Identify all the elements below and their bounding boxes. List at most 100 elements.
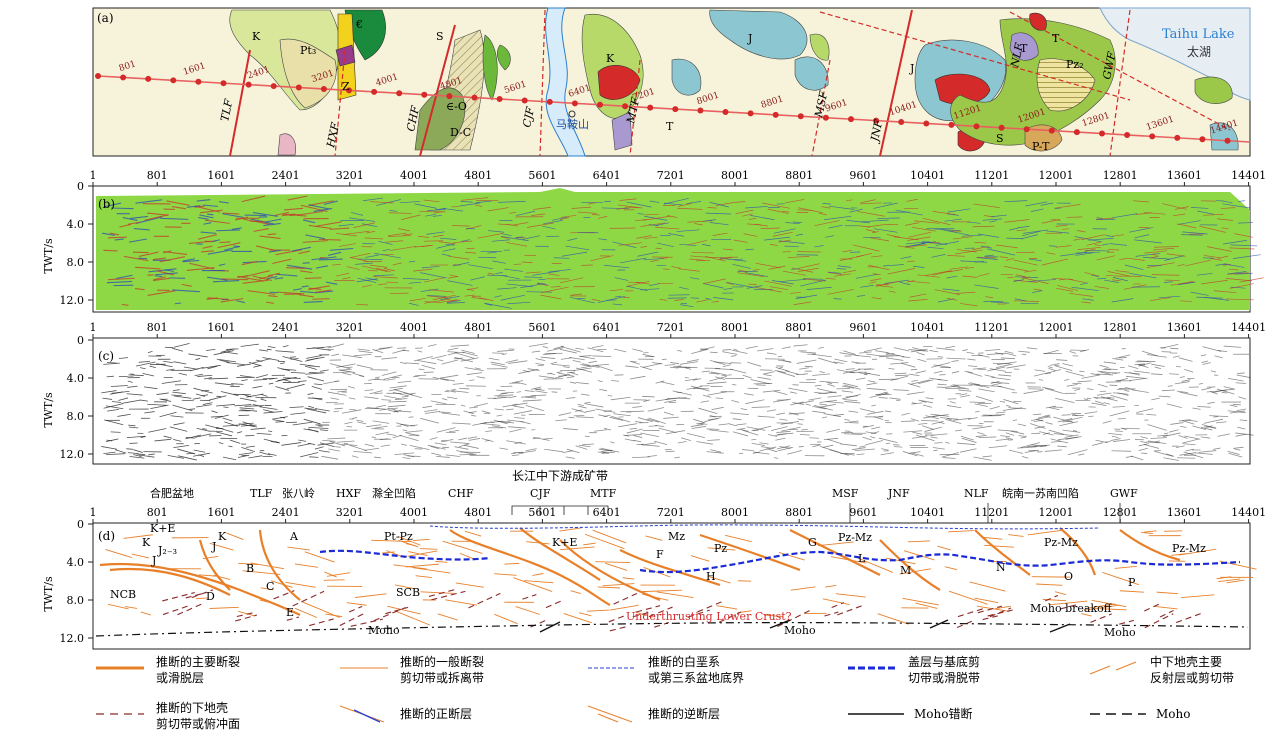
twt-tick-label: 0	[77, 334, 84, 347]
station-dot	[446, 93, 453, 100]
cdp-tick-label: 8001	[721, 321, 749, 334]
cdp-tick-label: 9601	[849, 506, 877, 519]
station-dot	[948, 121, 955, 128]
section-inner-label: Pt-Pz	[384, 530, 413, 543]
river	[545, 7, 586, 157]
cdp-tick-label: 8801	[785, 169, 813, 182]
section-inner-label: Moho	[368, 624, 400, 637]
legend-text: 切带或滑脱带	[908, 670, 980, 685]
map-unit-label: Pt₃	[300, 44, 316, 57]
panel-label-b: (b)	[98, 197, 115, 211]
map-unit-label: J	[909, 62, 914, 75]
section-inner-label: K	[218, 530, 227, 543]
unit-j-blue	[709, 9, 808, 60]
station-dot	[1099, 130, 1105, 137]
unit-j-blue-3	[794, 56, 829, 91]
cdp-tick-label: 12001	[1039, 169, 1074, 182]
cdp-tick-label: 2401	[272, 321, 300, 334]
cdp-tick-label: 3201	[336, 506, 364, 519]
section-inner-label: Moho	[784, 624, 816, 637]
station-dot	[647, 104, 654, 111]
cdp-tick-label: 1	[90, 321, 97, 334]
map-unit-labels: K Pt₃ € Z S ∈-O D-C K T J J T Pz₂ P-T S T	[252, 18, 1084, 153]
cdp-tick-label: 7201	[657, 321, 685, 334]
station-dot	[170, 77, 177, 84]
unit-granite-1	[597, 65, 641, 100]
legend-text: Moho错断	[914, 706, 972, 721]
station-dot	[396, 90, 403, 97]
station-dot	[1224, 137, 1231, 144]
cdp-tick-label: 8801	[785, 321, 813, 334]
station-dot	[120, 74, 127, 81]
cdp-tick-label: 8001	[721, 506, 749, 519]
legend-text: 或第三系盆地底界	[648, 670, 744, 685]
cdp-tick-label: 7201	[657, 506, 685, 519]
legend-item-thrust-fault: 推断的逆断层	[587, 705, 720, 723]
lake-name-cn: 太湖	[1187, 44, 1211, 59]
section-inner-label: C	[266, 580, 274, 593]
seismic-line-stations	[95, 73, 1231, 144]
cdp-tick-label: 14401	[1231, 321, 1266, 334]
map-unit-label: T	[1052, 32, 1060, 45]
cdp-tick-label: 6401	[593, 169, 621, 182]
section-top-label: NLF	[964, 487, 989, 500]
section-inner-label: O	[1064, 570, 1073, 583]
legend-text: 推断的下地壳	[156, 700, 228, 715]
cdp-tick-label: 2401	[272, 506, 300, 519]
cdp-tick-label: 12001	[1039, 506, 1074, 519]
station-dot	[1048, 127, 1055, 134]
cdp-tick-label: 1601	[207, 321, 235, 334]
map-fault-label: CHF	[404, 104, 422, 132]
map-fault-label: MSF	[812, 90, 830, 120]
cdp-tick-label: 13601	[1167, 321, 1202, 334]
station-dot	[1149, 133, 1156, 140]
station-dot	[772, 111, 779, 118]
cdp-tick-label: 5601	[528, 506, 556, 519]
section-inner-label: Pz-Mz	[838, 531, 872, 544]
section-inner-label: Mz	[668, 530, 685, 543]
legend-text: 中下地壳主要	[1150, 654, 1222, 669]
cdp-tick-label: 11201	[974, 321, 1009, 334]
map-unit-label: Pz₂	[1066, 58, 1084, 71]
unit-pink	[277, 133, 296, 156]
twt-tick-label: 8.0	[67, 256, 85, 269]
cdp-tick-label: 2401	[272, 169, 300, 182]
unit-blue-east	[1209, 122, 1239, 151]
cdp-tick-label: 4801	[464, 169, 492, 182]
station-dot	[722, 108, 729, 115]
station-dot	[496, 96, 503, 103]
section-inner-label: Pz-Mz	[1172, 542, 1206, 555]
map-unit-label: S	[996, 132, 1004, 145]
section-inner-label: G	[808, 536, 817, 549]
unit-green-2	[496, 44, 511, 71]
station-dot	[320, 85, 327, 92]
unit-t-purple	[611, 111, 633, 151]
section-top-label: JNF	[887, 487, 910, 500]
map-unit-label: K	[606, 52, 615, 65]
map-unit-label: J	[747, 32, 752, 45]
map-fault-labels: TLF HXF CHF CJF MTF MSF JNF NLF GWF	[218, 42, 1119, 150]
section-inner-label: A	[289, 530, 299, 543]
section-inner-label: M	[900, 564, 911, 577]
section-inner-label: F	[656, 548, 664, 561]
cdp-tick-label: 7201	[657, 169, 685, 182]
twt-tick-label: 0	[77, 180, 84, 193]
station-dot	[195, 78, 202, 85]
cdp-tick-label: 9601	[849, 321, 877, 334]
station-dot	[597, 101, 603, 108]
twt-axis-c: TWT/s 0 4.0 8.0 12.0	[42, 334, 93, 461]
section-inner-label: Pz	[714, 542, 727, 555]
map-unit-label: T	[666, 120, 674, 133]
section-inner-label: J	[211, 540, 216, 553]
station-dot	[848, 116, 854, 123]
cdp-tick-label: 801	[147, 506, 168, 519]
map-unit-label: S	[436, 30, 444, 43]
twt-tick-label: 0	[77, 518, 84, 531]
cdp-tick-label: 10401	[910, 169, 945, 182]
station-dot	[797, 113, 804, 120]
section-inner-label: NCB	[110, 588, 136, 601]
station-dot	[822, 114, 829, 121]
